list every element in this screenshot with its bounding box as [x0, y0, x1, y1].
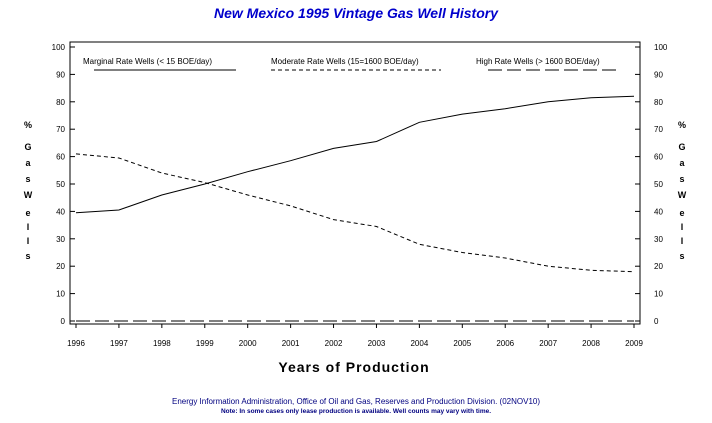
y-tick-label-left: 60 — [56, 153, 65, 162]
x-tick-label: 1998 — [153, 339, 171, 348]
y-axis-label-left-char: l — [27, 236, 30, 246]
y-axis-label-left-char: l — [27, 222, 30, 232]
x-tick-label: 2008 — [582, 339, 600, 348]
y-tick-label-right: 10 — [654, 290, 663, 299]
x-tick-label: 1996 — [67, 339, 85, 348]
y-axis-label-left-char: s — [25, 174, 30, 184]
y-tick-label-left: 30 — [56, 235, 65, 244]
y-tick-label-right: 90 — [654, 70, 663, 79]
x-tick-label: 2009 — [625, 339, 643, 348]
y-tick-label-left: 20 — [56, 262, 65, 271]
y-tick-label-left: 90 — [56, 70, 65, 79]
x-tick-label: 2006 — [496, 339, 514, 348]
y-axis-label-left-char: W — [24, 190, 33, 200]
y-tick-label-right: 60 — [654, 153, 663, 162]
footer-source: Energy Information Administration, Offic… — [172, 397, 540, 406]
y-axis-label-right-char: l — [681, 222, 684, 232]
x-tick-label: 2000 — [239, 339, 257, 348]
y-axis-label-right-char: s — [679, 251, 684, 261]
chart-title: New Mexico 1995 Vintage Gas Well History — [214, 5, 499, 21]
y-tick-label-left: 70 — [56, 125, 65, 134]
legend-label-0: Marginal Rate Wells (< 15 BOE/day) — [83, 57, 212, 66]
x-axis-label: Years of Production — [278, 359, 429, 375]
x-tick-label: 2002 — [325, 339, 343, 348]
plot-frame — [69, 41, 641, 325]
y-tick-label-right: 40 — [654, 207, 663, 216]
y-tick-label-left: 0 — [61, 317, 66, 326]
x-tick-label: 2001 — [282, 339, 300, 348]
x-tick-label: 1997 — [110, 339, 128, 348]
series-line-1 — [75, 153, 635, 273]
y-axis-label-left-char: s — [25, 251, 30, 261]
y-axis-label-right-char: l — [681, 236, 684, 246]
y-tick-label-left: 10 — [56, 290, 65, 299]
y-tick-label-right: 70 — [654, 125, 663, 134]
footer-note: Note: In some cases only lease productio… — [221, 408, 491, 415]
y-axis-label-left-char: % — [24, 120, 32, 130]
y-axis-label-left-char: e — [25, 208, 30, 218]
legend-label-1: Moderate Rate Wells (15=1600 BOE/day) — [271, 57, 419, 66]
y-axis-label-right-char: % — [678, 120, 686, 130]
y-axis-label-right-char: a — [679, 158, 685, 168]
y-axis-label-right-char: G — [678, 142, 685, 152]
legend-label-2: High Rate Wells (> 1600 BOE/day) — [476, 57, 600, 66]
y-axis-label-right-char: W — [678, 190, 687, 200]
x-tick-label: 2005 — [453, 339, 471, 348]
y-tick-label-right: 50 — [654, 180, 663, 189]
series-line-0 — [75, 95, 635, 214]
y-axis-label-right-char: s — [679, 174, 684, 184]
x-tick-label: 2003 — [368, 339, 386, 348]
y-tick-label-left: 80 — [56, 98, 65, 107]
y-tick-label-left: 50 — [56, 180, 65, 189]
y-tick-label-right: 100 — [654, 43, 668, 52]
x-tick-label: 2004 — [410, 339, 428, 348]
y-axis-label-left-char: a — [25, 158, 31, 168]
y-tick-label-right: 30 — [654, 235, 663, 244]
y-axis-label-right-char: e — [679, 208, 684, 218]
y-tick-label-right: 80 — [654, 98, 663, 107]
y-axis-label-left-char: G — [24, 142, 31, 152]
y-tick-label-right: 0 — [654, 317, 659, 326]
y-tick-label-left: 100 — [52, 43, 66, 52]
y-tick-label-right: 20 — [654, 262, 663, 271]
x-tick-label: 2007 — [539, 339, 557, 348]
y-tick-label-left: 40 — [56, 207, 65, 216]
x-tick-label: 1999 — [196, 339, 214, 348]
